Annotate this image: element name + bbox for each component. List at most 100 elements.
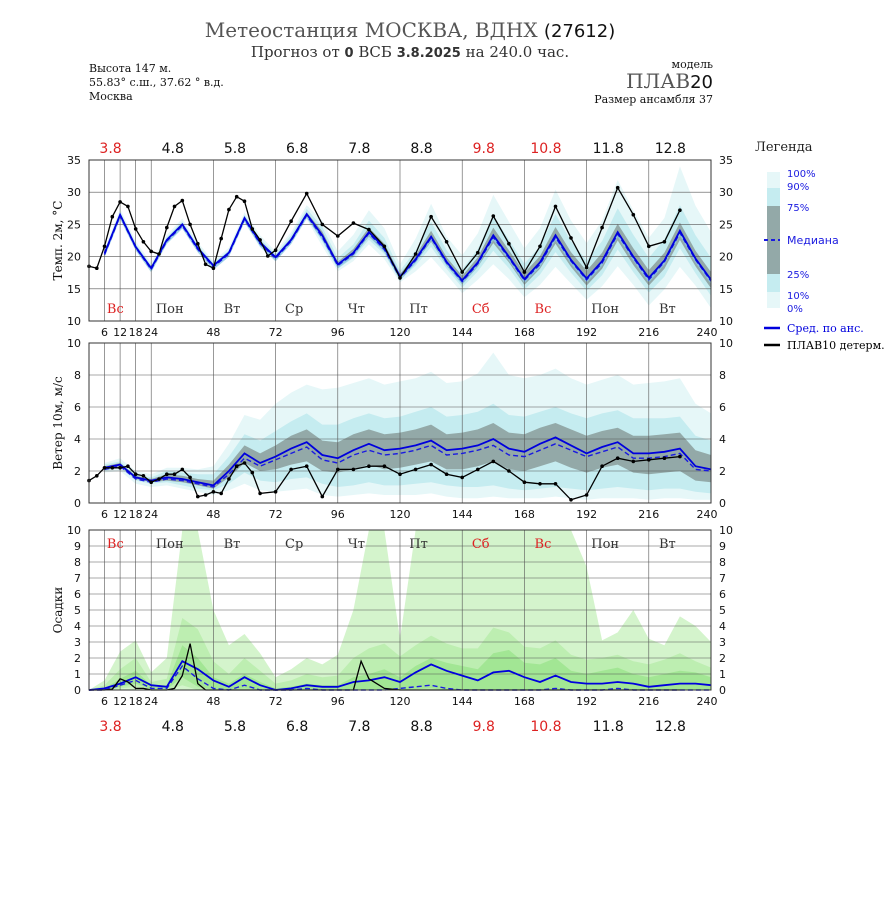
ylabel-wind: Ветер 10м, м/с (51, 376, 65, 470)
det-point-temperature-27 (320, 222, 325, 227)
legend-swatch-25 (767, 274, 780, 292)
xtick-precipitation-10: 192 (576, 695, 597, 708)
ytick-right-wind-4: 8 (719, 369, 726, 382)
median-line-wind (104, 443, 712, 488)
ytick-right-precipitation-8: 8 (719, 556, 726, 569)
det-point-wind-27 (336, 467, 340, 472)
date-label-top-8: 11.8 (593, 141, 624, 157)
det-point-temperature-18 (227, 207, 231, 212)
weekday-temperature-6: Сб (472, 302, 490, 317)
det-point-wind-35 (460, 475, 465, 480)
ytick-left-wind-1: 2 (74, 465, 81, 478)
ytick-right-precipitation-9: 9 (719, 540, 726, 553)
det-point-wind-39 (522, 480, 527, 485)
xtick-wind-1: 12 (113, 508, 127, 521)
weekday-temperature-4: Чт (348, 302, 365, 317)
det-point-temperature-20 (242, 199, 247, 203)
det-point-wind-19 (234, 464, 239, 469)
det-point-wind-18 (227, 477, 231, 481)
det-point-wind-33 (429, 462, 433, 467)
weekday-precipitation-3: Ср (285, 537, 303, 552)
det-point-wind-22 (258, 491, 262, 496)
det-point-wind-28 (351, 467, 356, 472)
ytick-right-wind-0: 0 (719, 497, 726, 510)
det-point-wind-34 (444, 472, 449, 477)
det-point-temperature-6 (133, 227, 138, 231)
date-label-top-1: 4.8 (162, 141, 184, 157)
det-point-temperature-42 (553, 204, 558, 209)
det-point-wind-5 (126, 464, 130, 469)
date-label-bottom-0: 3.8 (99, 719, 121, 735)
ytick-right-temperature-0: 10 (719, 315, 733, 328)
weekday-temperature-9: Вт (659, 302, 676, 317)
xtick-precipitation-4: 48 (206, 695, 220, 708)
det-point-wind-24 (289, 467, 293, 472)
det-point-temperature-49 (662, 240, 667, 244)
det-point-wind-13 (188, 475, 192, 480)
det-point-temperature-32 (398, 276, 402, 280)
frame-temperature (88, 159, 712, 322)
station-name: Метеостанция МОСКВА, ВДНХ (204, 18, 538, 42)
det-point-wind-45 (615, 456, 620, 461)
det-point-wind-32 (413, 467, 418, 472)
det-point-wind-25 (304, 464, 309, 469)
xtick-wind-9: 168 (514, 508, 535, 521)
det-point-wind-37 (491, 459, 496, 464)
ytick-left-precipitation-2: 2 (74, 652, 81, 665)
xtick-wind-7: 120 (390, 508, 411, 521)
model-label: модель (671, 58, 713, 71)
dates-top-row: 3.8 4.8 5.8 6.8 7.8 8.8 9.8 10.8 11.8 12.8 (99, 141, 686, 157)
xtick-precipitation-7: 120 (390, 695, 411, 708)
xtick-temperature-2: 18 (129, 326, 143, 339)
ytick-left-wind-2: 4 (74, 433, 81, 446)
det-point-temperature-23 (266, 254, 270, 258)
det-point-wind-3 (110, 466, 115, 470)
ytick-right-precipitation-4: 4 (719, 620, 726, 633)
ytick-right-temperature-4: 30 (719, 186, 733, 199)
page-title: Метеостанция МОСКВА, ВДНХ (27612) (0, 18, 820, 42)
det-point-wind-20 (242, 461, 247, 465)
det-point-temperature-33 (413, 252, 418, 256)
det-point-temperature-30 (367, 227, 371, 232)
weekday-precipitation-0: Вс (107, 537, 124, 552)
xtick-wind-12: 240 (697, 508, 718, 521)
xtick-temperature-7: 120 (390, 326, 411, 339)
legend-swatch-100 (767, 172, 780, 188)
det-point-temperature-50 (678, 208, 682, 212)
ytick-right-precipitation-10: 10 (719, 524, 733, 537)
det-point-wind-30 (382, 464, 387, 469)
ytick-left-precipitation-3: 3 (74, 636, 81, 649)
xtick-temperature-0: 6 (101, 326, 108, 339)
det-point-wind-9 (157, 477, 161, 481)
model-name: ПЛАВ20 (626, 69, 713, 93)
det-point-temperature-22 (258, 238, 262, 242)
xtick-temperature-6: 96 (331, 326, 345, 339)
ytick-left-precipitation-7: 7 (74, 572, 81, 585)
xtick-temperature-9: 168 (514, 326, 535, 339)
det-point-wind-38 (507, 469, 511, 473)
ytick-left-precipitation-9: 9 (74, 540, 81, 553)
det-point-temperature-46 (615, 185, 620, 190)
det-point-temperature-10 (165, 225, 169, 230)
det-point-temperature-21 (250, 227, 255, 231)
xtick-temperature-1: 12 (113, 326, 127, 339)
xtick-temperature-4: 48 (206, 326, 220, 339)
det-point-wind-1 (95, 474, 99, 478)
mean-line-precipitation (88, 660, 712, 691)
date-label-top-5: 8.8 (410, 141, 432, 157)
det-point-temperature-14 (196, 241, 200, 246)
date-label-top-3: 6.8 (286, 141, 308, 157)
weekday-temperature-8: Пон (591, 302, 619, 317)
det-point-wind-16 (211, 490, 216, 494)
det-point-temperature-8 (149, 249, 153, 254)
det-point-wind-21 (250, 470, 255, 475)
weekday-precipitation-2: Вт (224, 537, 241, 552)
det-point-wind-7 (141, 474, 146, 478)
station-code: (27612) (543, 21, 616, 42)
det-point-temperature-47 (631, 212, 636, 217)
date-label-bottom-9: 12.8 (655, 719, 686, 735)
date-label-top-0: 3.8 (99, 141, 121, 157)
weekday-temperature-2: Вт (224, 302, 241, 317)
det-point-temperature-43 (569, 236, 573, 240)
